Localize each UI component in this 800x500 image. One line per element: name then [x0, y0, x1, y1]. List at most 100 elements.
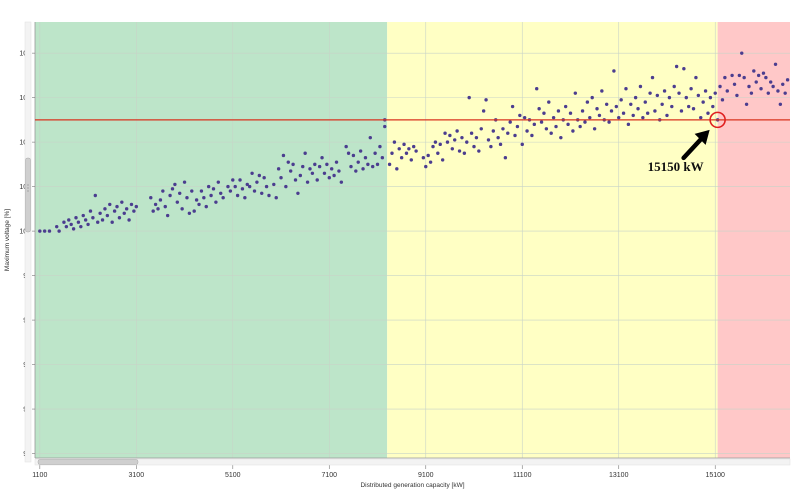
- y-axis-label: Maximum voltage [%]: [4, 209, 11, 271]
- data-point: [744, 102, 749, 107]
- intersection-marker: [709, 111, 726, 129]
- data-point: [395, 167, 399, 171]
- data-point: [293, 178, 298, 182]
- data-point: [433, 140, 438, 144]
- data-point: [373, 151, 377, 155]
- data-point: [370, 164, 375, 169]
- data-point: [257, 173, 262, 178]
- data-point: [115, 204, 119, 209]
- data-point: [621, 111, 626, 115]
- data-point: [633, 95, 638, 100]
- data-point: [740, 51, 744, 55]
- data-point: [551, 115, 556, 120]
- data-point: [450, 147, 455, 151]
- data-point: [701, 100, 705, 104]
- x-axis-ticks: 1100 3100 5100 7100 9100 11100 13100 15100: [32, 465, 725, 479]
- data-point: [448, 133, 452, 138]
- data-point: [510, 104, 515, 109]
- data-point: [440, 158, 445, 162]
- data-point: [276, 167, 281, 171]
- data-point: [544, 127, 549, 131]
- data-point: [781, 82, 785, 86]
- data-point: [766, 91, 770, 95]
- data-point: [773, 62, 778, 66]
- data-point: [631, 113, 635, 118]
- data-point: [711, 104, 715, 109]
- data-point: [180, 207, 184, 211]
- data-point: [262, 176, 266, 180]
- data-point: [556, 109, 561, 113]
- data-point: [132, 209, 136, 213]
- data-point: [243, 196, 247, 200]
- data-point: [732, 82, 737, 86]
- data-point: [547, 100, 551, 104]
- data-point: [112, 209, 117, 213]
- data-point: [158, 198, 163, 202]
- data-point: [81, 213, 85, 218]
- data-point: [305, 180, 310, 184]
- data-point: [460, 135, 464, 140]
- data-point: [465, 140, 469, 144]
- zones: [35, 22, 790, 458]
- data-point: [696, 93, 701, 98]
- data-point: [609, 109, 614, 113]
- data-point: [421, 155, 426, 160]
- data-point: [344, 144, 348, 149]
- vertical-scroll-thumb[interactable]: [25, 157, 31, 233]
- data-point: [354, 169, 358, 173]
- data-point: [619, 98, 623, 102]
- data-point: [272, 182, 276, 187]
- data-point: [725, 89, 729, 93]
- data-point: [117, 216, 122, 220]
- data-point: [175, 200, 180, 204]
- data-point: [713, 91, 717, 95]
- data-point: [264, 184, 269, 189]
- data-point: [686, 104, 691, 109]
- data-point: [508, 120, 512, 124]
- data-point: [76, 220, 81, 224]
- data-point: [764, 75, 768, 80]
- data-point: [221, 196, 225, 200]
- data-point: [247, 184, 252, 189]
- data-point: [313, 162, 317, 167]
- horizontal-scrollbar[interactable]: [34, 458, 791, 466]
- horizontal-scroll-thumb[interactable]: [37, 459, 139, 465]
- data-point: [718, 84, 722, 89]
- data-point: [522, 115, 527, 120]
- data-point: [749, 91, 754, 95]
- data-point: [168, 193, 172, 198]
- data-point: [390, 151, 394, 155]
- data-point: [783, 91, 787, 95]
- vertical-scrollbar[interactable]: [24, 21, 32, 463]
- data-point: [568, 111, 573, 115]
- data-point: [431, 144, 435, 149]
- data-point: [539, 120, 544, 124]
- data-point: [689, 87, 693, 91]
- data-point: [96, 220, 100, 224]
- data-point: [124, 207, 129, 211]
- data-point: [387, 162, 392, 167]
- data-point: [747, 84, 751, 89]
- arrow-head: [694, 129, 710, 145]
- data-point: [279, 176, 283, 180]
- x-tick-label: 7100: [321, 472, 337, 479]
- data-point: [525, 129, 529, 133]
- data-point: [489, 144, 493, 149]
- data-point: [346, 151, 351, 155]
- data-point: [498, 142, 503, 147]
- data-point: [643, 100, 647, 104]
- data-point: [349, 164, 353, 169]
- data-points: [38, 51, 790, 233]
- data-point: [424, 164, 428, 169]
- data-point: [670, 104, 674, 109]
- data-point: [595, 107, 599, 111]
- data-point: [399, 155, 404, 160]
- data-point: [71, 227, 76, 231]
- data-point: [660, 102, 664, 107]
- data-point: [240, 187, 245, 191]
- arrow-icon: [681, 129, 710, 161]
- data-point: [583, 120, 587, 124]
- data-point: [356, 160, 360, 164]
- data-point: [554, 124, 558, 129]
- data-point: [588, 115, 592, 120]
